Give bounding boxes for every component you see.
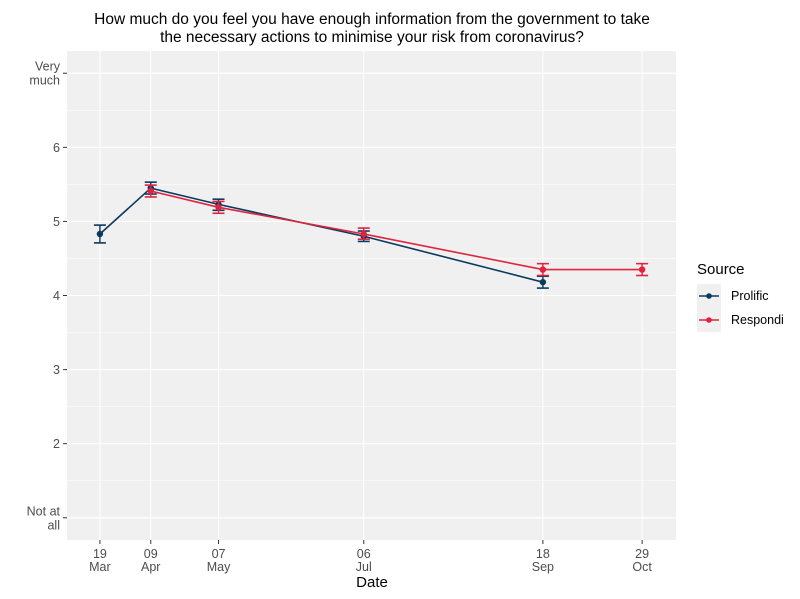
chart-title-line-1: How much do you feel you have enough inf… <box>94 11 650 28</box>
data-point <box>96 230 104 238</box>
gridlines <box>67 51 676 540</box>
x-tick-label-month: Jul <box>356 560 372 574</box>
y-tick-label: much <box>29 74 60 88</box>
y-tick-label: 3 <box>53 363 60 377</box>
x-tick-label-month: Oct <box>632 560 652 574</box>
data-point <box>638 266 646 273</box>
legend-key-point <box>706 293 712 299</box>
y-tick-label: Very <box>35 60 61 74</box>
x-tick-label-day: 06 <box>357 547 371 561</box>
x-axis-title: Date <box>356 574 388 591</box>
legend-label: Respondi <box>731 313 784 327</box>
data-point <box>215 204 222 211</box>
x-tick-label-day: 29 <box>635 547 649 561</box>
x-tick-label-month: Mar <box>89 560 111 574</box>
y-tick-label: 4 <box>53 289 60 303</box>
chart-title-line-2: the necessary actions to minimise your r… <box>160 29 584 46</box>
legend-item-prolific: Prolific <box>699 289 769 303</box>
legend-key-background <box>697 284 721 332</box>
x-tick-label-month: May <box>207 560 231 574</box>
x-tick-label-month: Sep <box>532 560 554 574</box>
y-tick-label: Not at <box>27 504 61 518</box>
x-tick-label-day: 07 <box>212 547 226 561</box>
series-layer <box>93 181 649 289</box>
legend: Source Prolific Respondi <box>697 261 784 332</box>
chart-title: How much do you feel you have enough inf… <box>94 11 650 46</box>
y-tick-label: 6 <box>53 141 60 155</box>
data-point <box>360 230 367 238</box>
series-respondi <box>144 184 649 277</box>
legend-item-respondi: Respondi <box>699 313 784 327</box>
y-tick-label: 5 <box>53 215 60 229</box>
x-tick-label-day: 18 <box>536 547 550 561</box>
x-tick-label-day: 09 <box>144 547 158 561</box>
legend-title: Source <box>697 261 745 278</box>
y-tick-label: all <box>47 518 60 532</box>
legend-label: Prolific <box>731 289 769 303</box>
legend-key-point <box>706 317 712 323</box>
data-point <box>539 278 547 286</box>
data-point <box>147 187 154 195</box>
x-tick-label-month: Apr <box>141 560 160 574</box>
x-tick-label-day: 19 <box>93 547 107 561</box>
y-tick-label: 2 <box>53 437 60 451</box>
data-point <box>539 266 547 273</box>
